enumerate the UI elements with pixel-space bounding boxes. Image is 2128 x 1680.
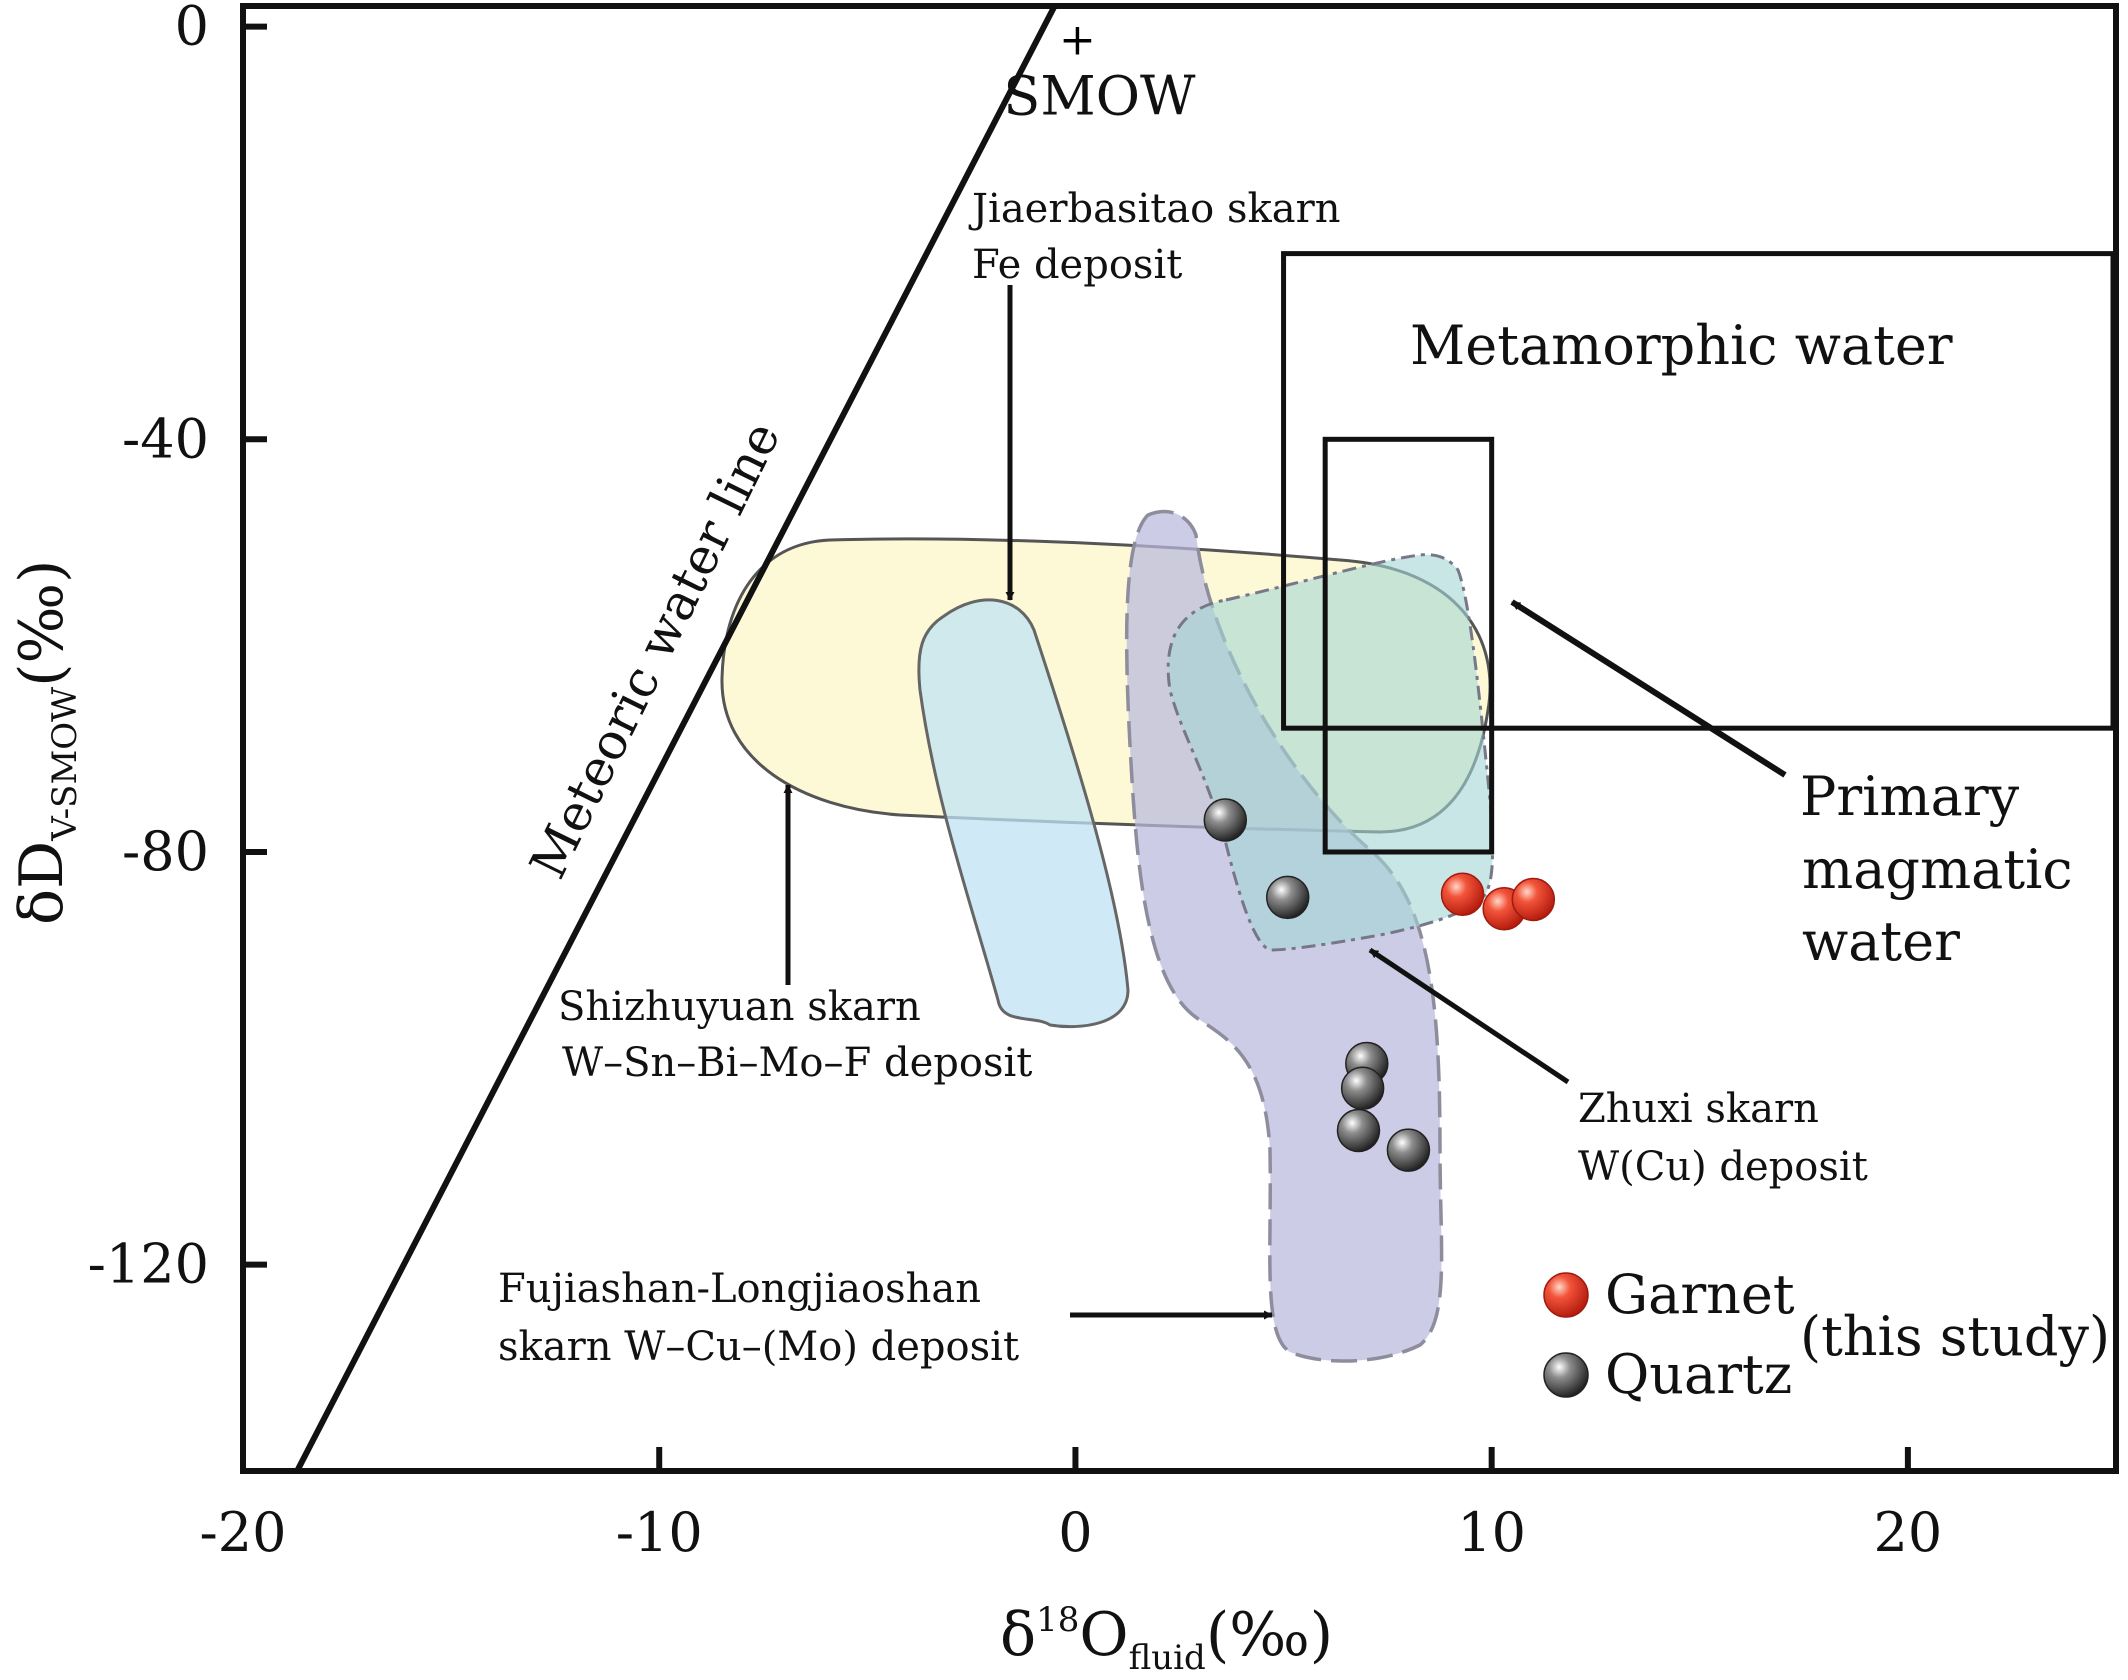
smow-label: SMOW: [1003, 65, 1196, 128]
primary-magmatic-arrow: [1510, 599, 1787, 778]
zhuxi-label-1: Zhuxi skarn: [1578, 1086, 1819, 1132]
primary-magmatic-label-1: Primary: [1800, 765, 2020, 828]
plot-frame-rect: [240, 3, 2119, 1474]
garnet-point: [1511, 877, 1556, 922]
x-tick-label: 10: [1457, 1501, 1526, 1564]
x-axis-title-delta: δ: [1000, 1600, 1036, 1670]
y-axis-ticks: 0 -40 -80 -120: [88, 0, 267, 1296]
legend-note: (this study): [1800, 1305, 2110, 1368]
x-tick-label: 0: [1058, 1501, 1092, 1564]
y-axis-title: δDV-SMOW(‰): [7, 560, 85, 925]
quartz-point: [1265, 875, 1310, 920]
garnet-point: [1440, 872, 1485, 917]
primary-magmatic-label-2: magmatic: [1802, 838, 2073, 901]
smow-marker: + SMOW: [1003, 15, 1196, 128]
data-points: [1203, 798, 1556, 1172]
fujiashan-label-2: skarn W–Cu–(Mo) deposit: [498, 1324, 1019, 1370]
x-axis-title-sub: fluid: [1129, 1638, 1206, 1678]
quartz-point: [1340, 1066, 1385, 1110]
y-axis-title-unit: (‰): [7, 560, 77, 687]
legend-garnet-label: Garnet: [1605, 1263, 1795, 1326]
primary-magmatic-water-box: [1322, 436, 1495, 855]
field-jiaerbasitao: [917, 598, 1130, 1029]
x-tick-label: 20: [1874, 1501, 1943, 1564]
y-axis-title-sub: V-SMOW: [45, 687, 85, 842]
fujiashan-label-1: Fujiashan-Longjiaoshan: [498, 1266, 981, 1312]
y-tick-label: -80: [122, 820, 209, 883]
quartz-point: [1203, 798, 1248, 842]
shizhuyuan-label-1: Shizhuyuan skarn: [558, 984, 921, 1030]
zhuxi-label-2: W(Cu) deposit: [1578, 1144, 1868, 1190]
jiaerbasitao-label-2: Fe deposit: [972, 242, 1182, 288]
quartz-point: [1336, 1108, 1381, 1153]
x-tick-label: -10: [616, 1501, 703, 1564]
x-axis-title-sup: 18: [1036, 1600, 1079, 1640]
y-axis-title-main: δD: [7, 841, 77, 925]
primary-magmatic-label-3: water: [1802, 910, 1960, 973]
x-axis-title-unit: (‰): [1206, 1600, 1333, 1670]
x-tick-label: -20: [200, 1501, 287, 1564]
jiaerbasitao-label-1: Jiaerbasitao skarn: [968, 186, 1340, 232]
x-axis-title-base: O: [1079, 1600, 1128, 1670]
x-axis-title: δ18Ofluid(‰): [1000, 1600, 1333, 1678]
legend-quartz-marker: [1543, 1352, 1589, 1398]
legend: Garnet Quartz (this study): [1543, 1263, 2110, 1406]
legend-garnet-marker: [1543, 1272, 1589, 1318]
plot-frame: [240, 3, 2119, 1474]
quartz-point: [1386, 1128, 1431, 1172]
zhuxi-arrow: [1368, 947, 1570, 1085]
meteoric-water-line: [294, 4, 1058, 1473]
metamorphic-water-label: Metamorphic water: [1410, 314, 1953, 377]
y-tick-label: 0: [175, 0, 209, 58]
y-tick-label: -40: [122, 407, 209, 470]
y-tick-label: -120: [88, 1233, 209, 1296]
x-axis-ticks: -20 -10 0 10 20: [200, 1447, 1943, 1564]
legend-quartz-label: Quartz: [1605, 1343, 1792, 1406]
deposit-fields: [720, 509, 1495, 1363]
shizhuyuan-label-2: W–Sn–Bi–Mo–F deposit: [562, 1040, 1032, 1086]
smow-plus-icon: +: [1059, 15, 1096, 66]
